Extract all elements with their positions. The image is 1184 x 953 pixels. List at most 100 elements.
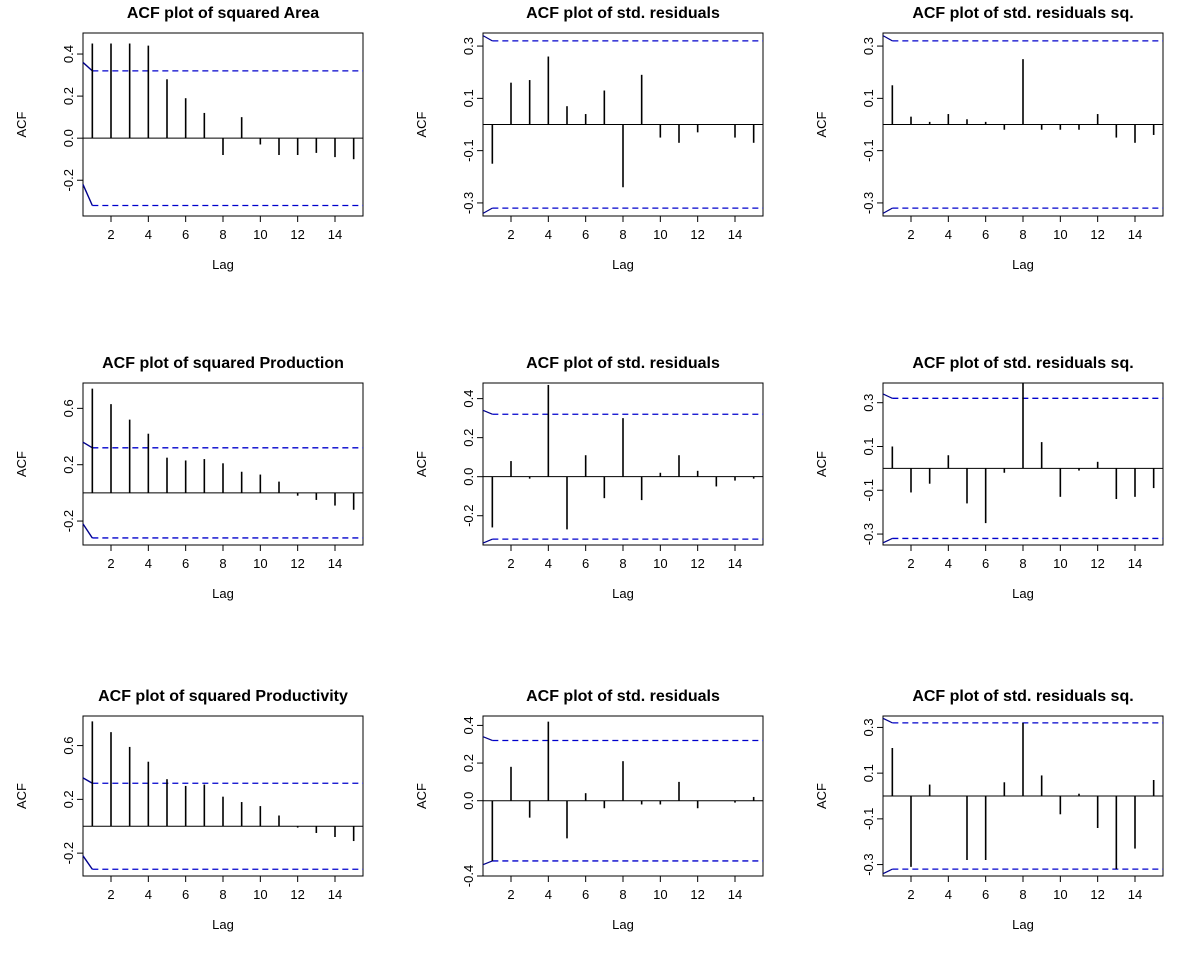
y-axis-label: ACF (414, 111, 429, 137)
x-tick-label: 14 (328, 556, 342, 571)
y-tick-label: 0.2 (461, 429, 476, 447)
x-tick-label: 4 (145, 887, 152, 902)
x-axis-label: Lag (1012, 257, 1034, 272)
acf-panel-2: ACF plot of std. residuals 2 4 6 8 10 12 14 Lag -… (414, 5, 764, 272)
x-tick-label: 2 (107, 227, 114, 242)
acf-panel-8: ACF plot of std. residuals 2 4 6 8 10 12 14 Lag -… (414, 688, 764, 932)
y-tick-label: -0.2 (61, 169, 76, 191)
x-tick-label: 4 (545, 556, 552, 571)
y-tick-label: 0.6 (61, 399, 76, 417)
x-axis-label: Lag (1012, 917, 1034, 932)
x-tick-label: 14 (1128, 887, 1142, 902)
x-axis-label: Lag (612, 917, 634, 932)
x-tick-label: 12 (1090, 227, 1104, 242)
x-tick-label: 8 (219, 556, 226, 571)
y-tick-label: -0.1 (861, 139, 876, 161)
x-tick-label: 12 (290, 227, 304, 242)
x-tick-label: 12 (290, 887, 304, 902)
lag0-curve-lower (482, 538, 493, 544)
x-axis-label: Lag (212, 917, 234, 932)
lag0-curve-upper (82, 441, 93, 449)
chart-title: ACF plot of std. residuals sq. (912, 355, 1133, 372)
x-tick-label: 8 (1019, 887, 1026, 902)
x-tick-label: 12 (1090, 556, 1104, 571)
chart-title: ACF plot of squared Production (102, 355, 344, 372)
x-tick-label: 2 (107, 556, 114, 571)
x-tick-label: 6 (582, 227, 589, 242)
y-tick-label: -0.2 (61, 510, 76, 532)
x-tick-label: 12 (690, 227, 704, 242)
y-tick-label: -0.1 (461, 139, 476, 161)
y-axis-label: ACF (14, 451, 29, 477)
y-axis-label: ACF (814, 783, 829, 809)
chart-title: ACF plot of std. residuals sq. (912, 688, 1133, 705)
y-tick-label: 0.1 (861, 764, 876, 782)
x-tick-label: 2 (507, 887, 514, 902)
y-tick-label: 0.3 (461, 37, 476, 55)
acf-panel-7: ACF plot of squared Productivity 2 4 6 8 10 12… (14, 688, 364, 932)
x-tick-label: 4 (945, 556, 952, 571)
x-tick-label: 12 (290, 556, 304, 571)
x-tick-label: 14 (328, 887, 342, 902)
x-tick-label: 12 (1090, 887, 1104, 902)
lag0-curve-upper (482, 409, 493, 415)
y-tick-label: 0.0 (461, 468, 476, 486)
acf-panel-6: ACF plot of std. residuals sq. 2 4 6 8 10 12 14… (814, 355, 1164, 601)
x-tick-label: 4 (545, 227, 552, 242)
y-tick-label: 0.0 (461, 792, 476, 810)
y-tick-label: 0.4 (461, 716, 476, 734)
y-axis-label: ACF (14, 111, 29, 137)
chart-title: ACF plot of squared Area (127, 5, 319, 22)
x-tick-label: 8 (619, 887, 626, 902)
x-axis-label: Lag (1012, 586, 1034, 601)
y-tick-label: 0.6 (61, 737, 76, 755)
x-tick-label: 8 (619, 227, 626, 242)
x-tick-label: 14 (728, 556, 742, 571)
lag0-curve-upper (882, 393, 893, 399)
y-tick-label: 0.2 (461, 754, 476, 772)
y-tick-label: 0.3 (861, 718, 876, 736)
x-tick-label: 8 (219, 227, 226, 242)
x-axis-label: Lag (612, 586, 634, 601)
y-tick-label: -0.3 (461, 192, 476, 214)
y-tick-label: 0.4 (461, 390, 476, 408)
x-tick-label: 14 (1128, 227, 1142, 242)
x-tick-label: 6 (582, 556, 589, 571)
x-tick-label: 10 (253, 887, 267, 902)
chart-title: ACF plot of std. residuals (526, 688, 720, 705)
x-tick-label: 6 (982, 887, 989, 902)
x-tick-label: 14 (728, 227, 742, 242)
x-tick-label: 12 (690, 887, 704, 902)
x-tick-label: 4 (145, 556, 152, 571)
x-tick-label: 6 (182, 556, 189, 571)
y-tick-label: -0.4 (461, 865, 476, 887)
x-tick-label: 6 (582, 887, 589, 902)
x-tick-label: 10 (253, 227, 267, 242)
x-tick-label: 4 (545, 887, 552, 902)
x-tick-label: 2 (907, 556, 914, 571)
lag0-curve-upper (882, 35, 893, 42)
lag0-curve-upper (82, 777, 93, 784)
y-tick-label: 0.2 (61, 87, 76, 105)
y-axis-label: ACF (814, 451, 829, 477)
x-tick-label: 2 (507, 556, 514, 571)
lag0-curve-lower (882, 537, 893, 544)
x-tick-label: 4 (145, 227, 152, 242)
y-tick-label: 0.1 (861, 89, 876, 107)
y-tick-label: 0.1 (861, 437, 876, 455)
x-tick-label: 4 (945, 887, 952, 902)
x-axis-label: Lag (212, 257, 234, 272)
lag0-curve-upper (482, 35, 493, 42)
x-tick-label: 10 (253, 556, 267, 571)
y-tick-label: -0.2 (461, 505, 476, 527)
lag0-curve-lower (882, 868, 893, 875)
x-tick-label: 2 (107, 887, 114, 902)
lag0-curve-upper (482, 736, 493, 742)
lag0-curve-lower (82, 855, 93, 870)
lag0-curve-lower (82, 184, 93, 206)
lag0-curve-lower (482, 860, 493, 866)
y-tick-label: 0.2 (61, 456, 76, 474)
x-tick-label: 6 (982, 227, 989, 242)
x-tick-label: 2 (907, 887, 914, 902)
